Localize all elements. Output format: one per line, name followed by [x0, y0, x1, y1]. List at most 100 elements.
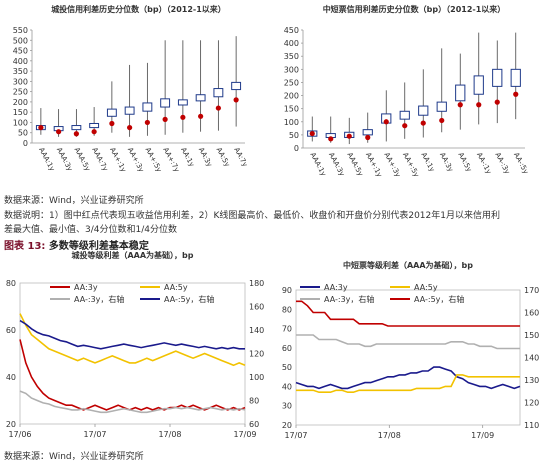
- box-chart-0-ytick-9: 450: [13, 47, 28, 56]
- box-chart-0-xtick-3: AAA:7y: [90, 146, 109, 172]
- line-chart-2-legend-label-3: AA-:5y，右轴: [164, 294, 214, 304]
- line-chart-2-xtick-3: 17/09: [233, 430, 256, 439]
- line-chart-3-xtick-1: 17/08: [378, 431, 401, 440]
- box-chart-1-box-11: [510, 68, 521, 87]
- box-chart-0-box-10: [213, 88, 224, 98]
- box-chart-0-ytick-7: 350: [13, 67, 28, 76]
- line-chart-2-ytick-right-3: 120: [249, 350, 264, 359]
- line-chart-3-series-3: [296, 300, 520, 327]
- box-chart-1-xtick-7: AA:3y: [438, 151, 455, 173]
- box-chart-1-current-dot-5: [402, 123, 408, 129]
- box-chart-0-xtick-8: AA:1y: [179, 146, 196, 168]
- line-chart-2-ytick-left-0: 20: [6, 420, 16, 429]
- box-chart-1-current-dot-11: [513, 91, 519, 97]
- line-chart-3-frame: [295, 289, 521, 426]
- line-chart-3-ytick-left-2: 40: [282, 382, 292, 391]
- box-chart-0-ytick-11: 550: [13, 26, 28, 35]
- box-chart-1-ytick-1: 50: [289, 131, 299, 140]
- line-chart-2-ytick-left-3: 80: [6, 279, 16, 288]
- box-chart-0-box-4: [106, 108, 117, 117]
- line-chart-3-series-2: [296, 334, 520, 350]
- box-chart-0-box-6: [142, 102, 153, 112]
- box-chart-1-xtick-9: AA-:1y: [475, 151, 493, 175]
- line-chart-3-legend-label-1: AA:5y: [414, 283, 438, 292]
- line-chart-2-ytick-right-4: 140: [249, 326, 264, 335]
- line-chart-2-legend-label-2: AA-:3y，右轴: [74, 294, 124, 304]
- box-chart-1-xtick-4: AA+:3y: [382, 151, 402, 178]
- line-chart-2-title: 城投等级利差（AAA为基础），bp: [71, 250, 193, 260]
- line-chart-2-legend-label-0: AA:3y: [74, 283, 98, 292]
- line-chart-2-ytick-left-1: 40: [6, 373, 16, 382]
- line-chart-3-legend-label-0: AA:3y: [324, 283, 348, 292]
- box-chart-1-xtick-2: AAA:5y: [345, 151, 364, 177]
- line-chart-2-ytick-right-1: 80: [249, 397, 259, 406]
- box-chart-0-xtick-7: AA+:7y: [161, 146, 181, 173]
- line-chart-3-ytick-left-7: 90: [282, 286, 292, 295]
- line-chart-3-ytick-left-6: 80: [282, 305, 292, 314]
- box-chart-1-ytick-5: 250: [284, 78, 299, 87]
- box-chart-1-current-dot-8: [457, 102, 463, 108]
- box-chart-1-box-8: [455, 84, 466, 102]
- box-chart-0-current-dot-4: [109, 120, 115, 127]
- box-chart-0-ytick-6: 300: [13, 77, 28, 86]
- box-chart-0-current-dot-5: [127, 124, 133, 131]
- box-chart-0-box-5: [124, 106, 135, 115]
- line-chart-3-ytick-left-0: 20: [282, 421, 292, 430]
- box-chart-1-current-dot-10: [494, 99, 500, 105]
- line-chart-3-ytick-right-4: 150: [524, 331, 539, 340]
- line-chart-2-series-2: [19, 390, 246, 414]
- box-chart-1-ytick-7: 350: [284, 52, 299, 61]
- box-chart-0-xtick-6: AA+:5y: [144, 146, 164, 173]
- box-chart-0-box-8: [177, 99, 188, 106]
- line-chart-2-frame: [19, 282, 246, 425]
- line-chart-3-ytick-left-1: 30: [282, 402, 292, 411]
- line-chart-3-legend-label-2: AA-:3y，右轴: [324, 294, 374, 304]
- box-chart-0-ytick-0: 0: [23, 139, 28, 148]
- line-chart-3-ytick-right-6: 170: [524, 286, 539, 295]
- box-chart-0-current-dot-0: [38, 124, 44, 131]
- box-chart-1-box-9: [473, 75, 484, 95]
- box-chart-0-current-dot-2: [73, 131, 79, 137]
- box-chart-0-xtick-1: AAA:3y: [55, 146, 74, 172]
- box-chart-1-box-5: [399, 110, 410, 120]
- line-chart-3-ytick-right-1: 120: [524, 399, 539, 408]
- line-chart-3-ytick-right-0: 110: [524, 421, 539, 430]
- box-chart-1-current-dot-2: [346, 133, 352, 139]
- line-chart-3-ytick-left-4: 60: [282, 344, 292, 353]
- box-chart-1-xtick-0: AAA:1y: [308, 151, 327, 177]
- line-chart-3-series-0: [295, 366, 521, 390]
- line-chart-3-ytick-right-2: 130: [524, 376, 539, 385]
- box-chart-0-current-dot-3: [91, 129, 97, 135]
- line-chart-3-legend-label-3: AA-:5y，右轴: [414, 294, 464, 304]
- box-chart-1-xtick-6: AA:1y: [419, 151, 436, 173]
- box-chart-1-xtick-5: AA+:5y: [401, 151, 421, 178]
- box-chart-1-current-dot-1: [328, 136, 334, 142]
- box-chart-1-box-3: [362, 129, 373, 136]
- box-chart-0-ytick-8: 400: [13, 57, 28, 66]
- box-chart-0-xtick-11: AA:7y: [232, 146, 249, 168]
- box-chart-0-current-dot-11: [233, 97, 239, 103]
- box-chart-0-box-7: [160, 98, 171, 108]
- line-chart-3-series-1: [296, 374, 520, 394]
- box-chart-1-ytick-0: 0: [294, 144, 299, 153]
- line-chart-2-ytick-right-0: 60: [249, 420, 259, 429]
- box-chart-0-current-dot-8: [180, 114, 186, 120]
- box-chart-0-xtick-9: AA:3y: [197, 146, 214, 168]
- box-chart-0-xtick-4: AA+:1y: [108, 146, 128, 173]
- box-chart-1-xtick-3: AA+:1y: [364, 151, 384, 178]
- box-chart-1-ytick-9: 450: [284, 26, 299, 35]
- box-chart-0-xtick-0: AAA:1y: [37, 146, 56, 172]
- box-chart-0-ytick-2: 100: [13, 118, 28, 127]
- box-chart-0-current-dot-7: [162, 116, 168, 122]
- box-chart-1-current-dot-9: [476, 102, 482, 108]
- box-chart-1-ytick-8: 400: [284, 39, 299, 48]
- box-chart-0-current-dot-9: [198, 113, 204, 119]
- line-chart-2-legend-label-1: AA:5y: [164, 283, 188, 292]
- explain-note-line2: 差最大值、最小值、3/4分位数和1/4分位数: [4, 225, 177, 235]
- box-chart-0-ytick-1: 50: [18, 129, 28, 138]
- line-chart-3-ytick-left-5: 70: [282, 325, 292, 334]
- figure-title: 多数等级利差基本稳定: [48, 241, 149, 252]
- box-chart-1-current-dot-4: [383, 119, 389, 125]
- box-chart-1-current-dot-7: [439, 117, 445, 124]
